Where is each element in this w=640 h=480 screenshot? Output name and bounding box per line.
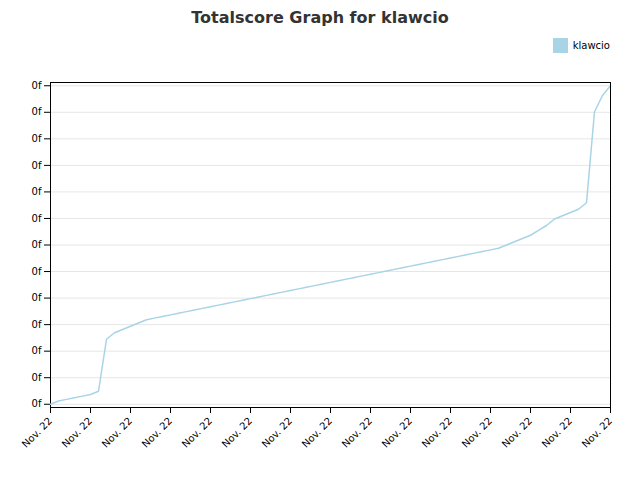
- svg-text:0f: 0f: [32, 319, 42, 330]
- svg-text:Nov. 22: Nov. 22: [340, 415, 375, 450]
- svg-text:0f: 0f: [32, 372, 42, 383]
- svg-text:0f: 0f: [32, 266, 42, 277]
- svg-text:0f: 0f: [32, 292, 42, 303]
- svg-text:Nov. 22: Nov. 22: [100, 415, 135, 450]
- svg-text:Nov. 22: Nov. 22: [420, 415, 455, 450]
- svg-text:0f: 0f: [32, 398, 42, 409]
- svg-text:Nov. 22: Nov. 22: [140, 415, 175, 450]
- svg-text:Nov. 22: Nov. 22: [60, 415, 95, 450]
- svg-text:0f: 0f: [32, 186, 42, 197]
- svg-text:0f: 0f: [32, 239, 42, 250]
- svg-text:Nov. 22: Nov. 22: [500, 415, 535, 450]
- svg-text:Nov. 22: Nov. 22: [260, 415, 295, 450]
- html-text:klawcio: klawcio: [572, 40, 610, 51]
- svg-text:Nov. 22: Nov. 22: [580, 415, 615, 450]
- svg-text:0f: 0f: [32, 213, 42, 224]
- svg-text:Nov. 22: Nov. 22: [300, 415, 335, 450]
- svg-text:Nov. 22: Nov. 22: [180, 415, 215, 450]
- svg-text:Nov. 22: Nov. 22: [380, 415, 415, 450]
- svg-text:Nov. 22: Nov. 22: [220, 415, 255, 450]
- svg-text:0f: 0f: [32, 133, 42, 144]
- html-text:Totalscore Graph for klawcio: Totalscore Graph for klawcio: [191, 8, 449, 27]
- svg-text:Nov. 22: Nov. 22: [20, 415, 55, 450]
- svg-text:Nov. 22: Nov. 22: [540, 415, 575, 450]
- svg-text:0f: 0f: [32, 80, 42, 91]
- svg-text:0f: 0f: [32, 106, 42, 117]
- svg-text:Nov. 22: Nov. 22: [460, 415, 495, 450]
- svg-text:0f: 0f: [32, 160, 42, 171]
- svg-text:0f: 0f: [32, 345, 42, 356]
